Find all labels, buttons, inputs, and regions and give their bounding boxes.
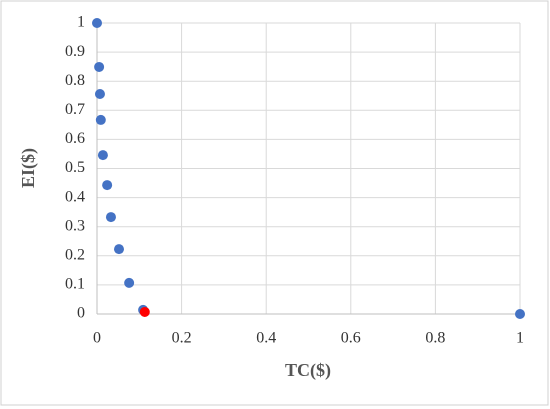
x-tick-label: 0.2 — [172, 330, 192, 347]
y-tick-label: 0.9 — [65, 43, 85, 60]
data-point — [124, 277, 135, 288]
data-point — [139, 306, 150, 317]
data-point — [97, 150, 108, 161]
y-tick-label: 0.2 — [65, 246, 85, 263]
x-tick-label: 0.8 — [425, 330, 445, 347]
data-point — [94, 89, 105, 100]
data-point — [105, 212, 116, 223]
y-tick-label: 0.1 — [65, 276, 85, 293]
data-point — [113, 244, 124, 255]
x-tick-label: 1 — [516, 330, 524, 347]
x-axis-title: TC($) — [285, 360, 331, 381]
x-tick-label: 0.4 — [256, 330, 276, 347]
data-point — [95, 114, 106, 125]
data-point — [515, 309, 525, 319]
data-point — [94, 61, 105, 72]
y-tick-label: 0.8 — [65, 72, 85, 89]
data-point — [102, 180, 113, 191]
y-tick-label: 0.4 — [65, 188, 85, 205]
y-tick-label: 0.5 — [65, 159, 85, 176]
y-tick-label: 0 — [77, 305, 85, 322]
y-tick-label: 0.7 — [65, 101, 85, 118]
data-point — [92, 18, 102, 28]
y-tick-label: 0.6 — [65, 130, 85, 147]
y-tick-label: 0.3 — [65, 217, 85, 234]
y-axis-title: EI($) — [18, 148, 39, 188]
x-tick-label: 0.6 — [341, 330, 361, 347]
x-tick-label: 0 — [93, 330, 101, 347]
y-tick-label: 1 — [77, 14, 85, 31]
